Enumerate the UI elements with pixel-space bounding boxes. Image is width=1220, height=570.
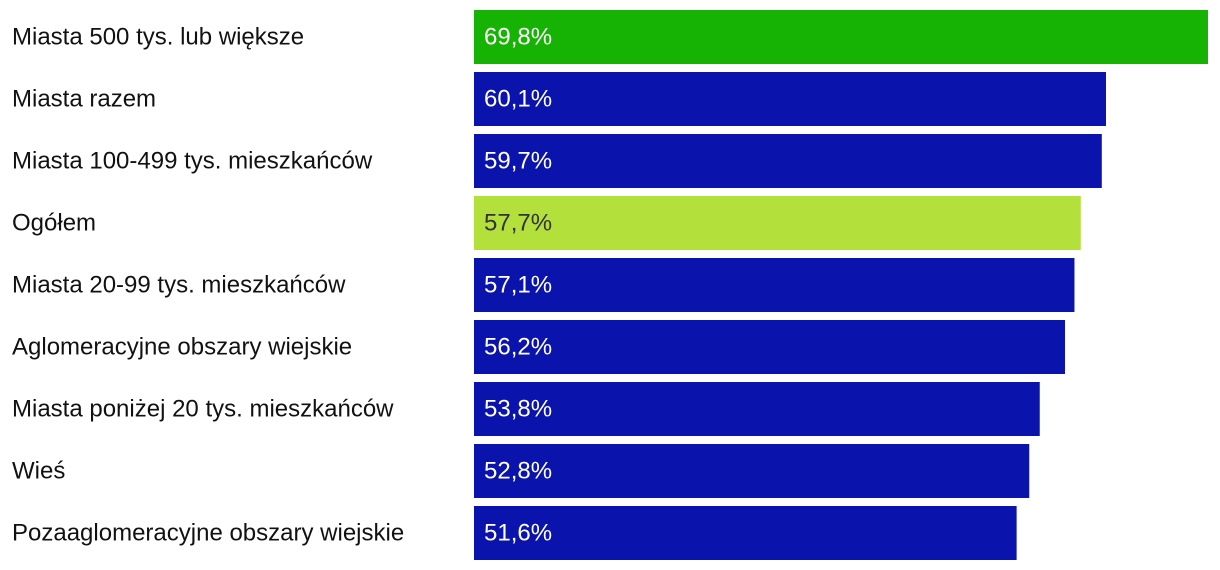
category-label: Miasta razem — [12, 85, 156, 112]
bar — [474, 10, 1208, 64]
category-label: Miasta 20-99 tys. mieszkańców — [12, 271, 346, 298]
bar — [474, 72, 1106, 126]
value-label: 56,2% — [484, 333, 552, 360]
bar — [474, 196, 1081, 250]
value-label: 60,1% — [484, 85, 552, 112]
bar — [474, 444, 1030, 498]
category-label: Ogółem — [12, 209, 96, 236]
value-label: 57,7% — [484, 209, 552, 236]
value-label: 53,8% — [484, 395, 552, 422]
category-label: Pozaaglomeracyjne obszary wiejskie — [12, 519, 404, 546]
bar — [474, 382, 1040, 436]
value-label: 52,8% — [484, 457, 552, 484]
bar — [474, 258, 1075, 312]
category-label: Miasta 500 tys. lub większe — [12, 23, 304, 50]
value-label: 57,1% — [484, 271, 552, 298]
category-label: Aglomeracyjne obszary wiejskie — [12, 333, 352, 360]
bar — [474, 134, 1102, 188]
value-label: 51,6% — [484, 519, 552, 546]
value-label: 69,8% — [484, 23, 552, 50]
category-label: Wieś — [12, 457, 65, 484]
bar — [474, 506, 1017, 560]
category-label: Miasta 100-499 tys. mieszkańców — [12, 147, 373, 174]
bar — [474, 320, 1065, 374]
value-label: 59,7% — [484, 147, 552, 174]
category-label: Miasta poniżej 20 tys. mieszkańców — [12, 395, 394, 422]
